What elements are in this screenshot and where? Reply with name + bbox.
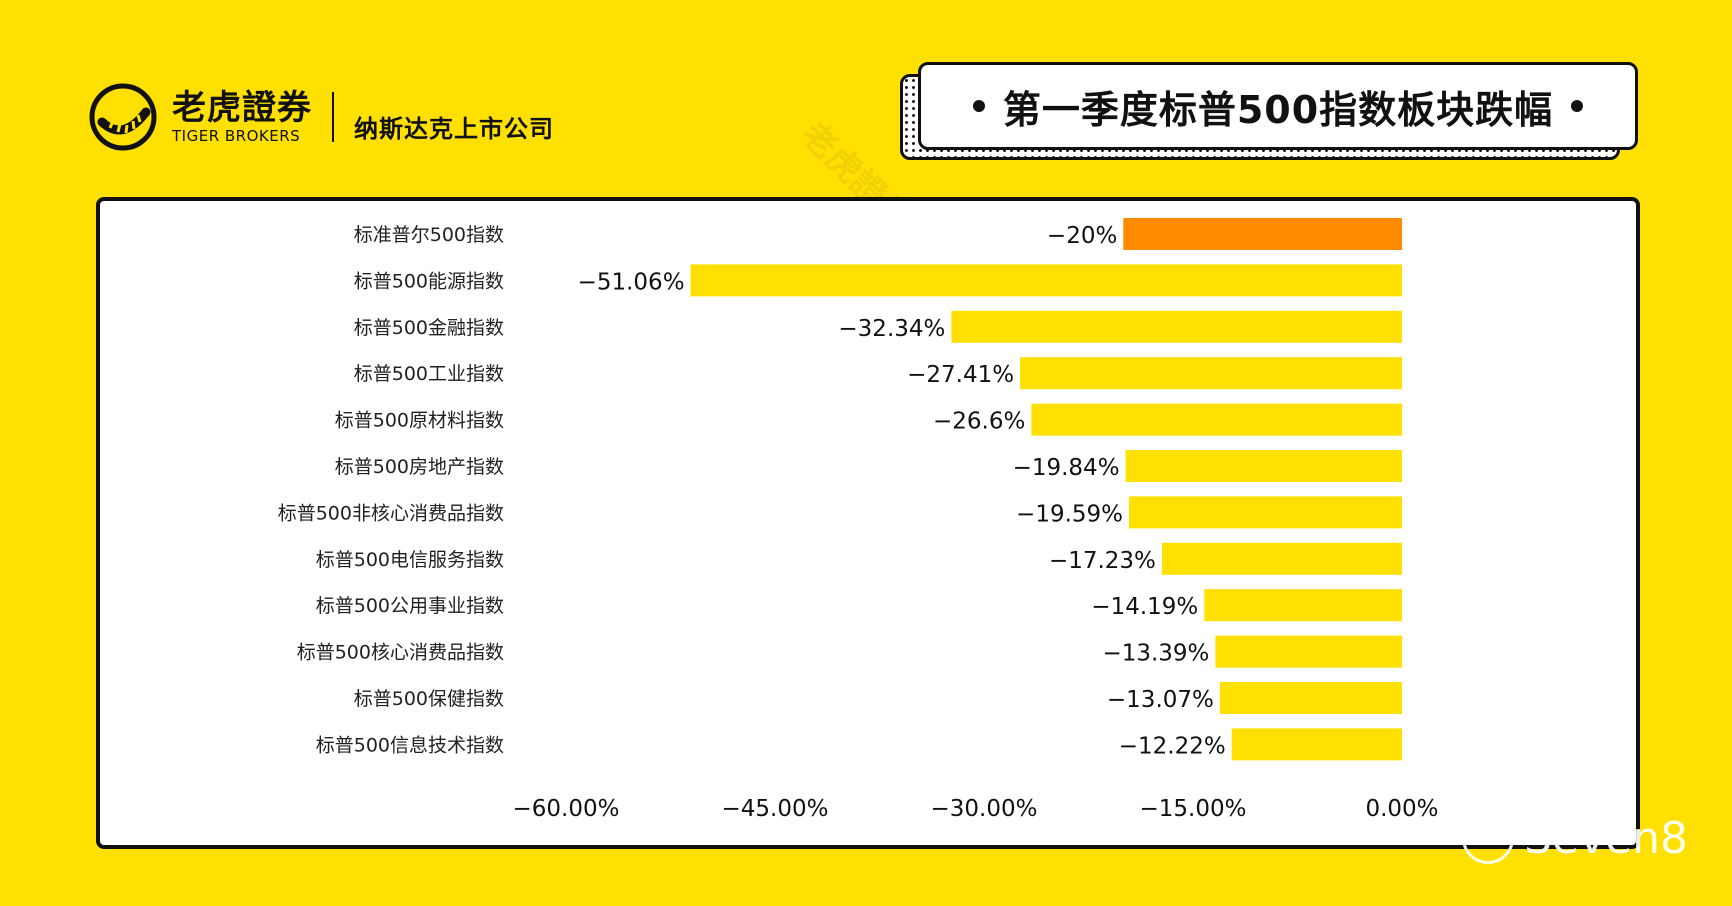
brand-subtitle: 纳斯达克上市公司 [354, 114, 554, 143]
bar [1204, 589, 1402, 622]
brand-divider [332, 92, 334, 142]
data-label: −17.23% [1049, 548, 1156, 574]
data-label: −32.34% [838, 316, 945, 342]
brand-name-en: TIGER BROKERS [172, 127, 301, 145]
x-tick-label: −45.00% [722, 796, 829, 822]
category-label: 标普500公用事业指数 [316, 595, 504, 617]
bar [690, 264, 1402, 297]
chart-title: 第一季度标普500指数板块跌幅 [1002, 87, 1554, 132]
bullet-dot-icon [972, 100, 985, 112]
x-tick-label: −60.00% [513, 796, 620, 822]
title-box: 第一季度标普500指数板块跌幅 [918, 62, 1638, 150]
bar [1231, 728, 1402, 761]
x-tick-label: −15.00% [1140, 796, 1247, 822]
data-label: −12.22% [1119, 733, 1226, 759]
brand-name-cn: 老虎證券 [172, 88, 312, 128]
data-label: −19.59% [1016, 501, 1123, 527]
data-label: −14.19% [1091, 594, 1198, 620]
bar [951, 310, 1402, 343]
data-label: −51.06% [578, 269, 685, 295]
bar [1123, 218, 1402, 250]
bar-chart: 标准普尔500指数 −20% 标普500能源指数 −51.06% 标普500金融指数 −3… [278, 218, 1439, 822]
data-label: −26.6% [933, 409, 1025, 435]
category-label: 标普500电信服务指数 [316, 549, 504, 571]
category-label: 标普500房地产指数 [335, 456, 504, 478]
category-label: 标准普尔500指数 [354, 224, 504, 246]
data-label: −13.39% [1102, 641, 1209, 667]
bar [1031, 403, 1402, 436]
category-label: 标普500能源指数 [354, 270, 504, 292]
x-tick-label: −30.00% [931, 796, 1038, 822]
data-label: −19.84% [1013, 455, 1120, 481]
category-label: 标普500金融指数 [354, 317, 504, 339]
brand-header: 老虎證券 TIGER BROKERS 纳斯达克上市公司 [88, 82, 554, 152]
category-label: 标普500非核心消费品指数 [278, 502, 504, 524]
bar [1020, 357, 1402, 390]
category-label: 标普500信息技术指数 [316, 734, 504, 756]
data-label: −20% [1047, 223, 1117, 249]
category-label: 标普500核心消费品指数 [297, 642, 504, 664]
bar [1125, 450, 1402, 482]
bar [1215, 635, 1402, 668]
chart-card: 标准普尔500指数 −20% 标普500能源指数 −51.06% 标普500金融指数 −3… [96, 197, 1640, 849]
signature-logo-icon [1462, 812, 1514, 864]
tiger-logo-icon [89, 83, 157, 151]
bar [1161, 542, 1402, 575]
brand-text: 老虎證券 TIGER BROKERS [172, 89, 312, 145]
signature-text: Seven8 [1524, 812, 1688, 864]
x-tick-label: 0.00% [1365, 796, 1438, 822]
data-label: −27.41% [907, 362, 1014, 388]
category-label: 标普500原材料指数 [335, 410, 504, 432]
bar [1129, 496, 1402, 529]
category-label: 标普500保健指数 [354, 688, 504, 710]
bar [1219, 682, 1402, 714]
data-label: −13.07% [1107, 687, 1214, 713]
title-badge: 第一季度标普500指数板块跌幅 [900, 62, 1640, 162]
bullet-dot-icon [1571, 100, 1584, 112]
signature-watermark: Seven8 [1462, 812, 1688, 864]
category-label: 标普500工业指数 [354, 363, 504, 385]
